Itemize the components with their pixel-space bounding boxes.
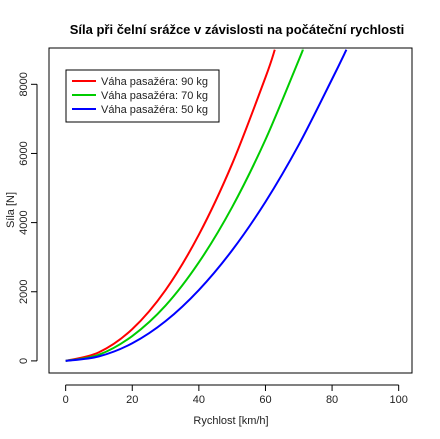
x-axis-label: Rychlost [km/h]	[193, 415, 268, 427]
plot-frame	[48, 47, 413, 374]
legend-label-2: Váha pasažéra: 70 kg	[101, 90, 208, 102]
chart-title: Síla při čelní srážce v závislosti na po…	[70, 22, 405, 37]
x-tick-label: 0	[63, 394, 69, 406]
y-tick-label: 4000	[18, 210, 30, 234]
series-layer	[65, 48, 348, 362]
y-tick-label: 8000	[18, 72, 30, 96]
legend-label-1: Váha pasažéra: 90 kg	[101, 76, 208, 88]
x-axis: 0 20 40 60 80 100	[63, 384, 408, 406]
x-tick-label: 20	[126, 394, 138, 406]
x-tick-label: 100	[389, 394, 407, 406]
x-tick-label: 40	[193, 394, 205, 406]
y-axis: 0 2000 4000 6000 8000	[18, 72, 38, 364]
y-tick-label: 0	[18, 358, 30, 364]
y-axis-label: Síla [N]	[5, 192, 17, 228]
series-line-3	[65, 49, 348, 362]
x-tick-label: 60	[259, 394, 271, 406]
series-line-2	[65, 48, 304, 362]
x-tick-label: 80	[326, 394, 338, 406]
series-line-1	[65, 49, 276, 362]
y-tick-label: 2000	[18, 280, 30, 304]
legend: Váha pasažéra: 90 kg Váha pasažéra: 70 kg…	[65, 69, 220, 123]
y-tick-label: 6000	[18, 141, 30, 165]
legend-label-3: Váha pasažéra: 50 kg	[101, 104, 208, 116]
